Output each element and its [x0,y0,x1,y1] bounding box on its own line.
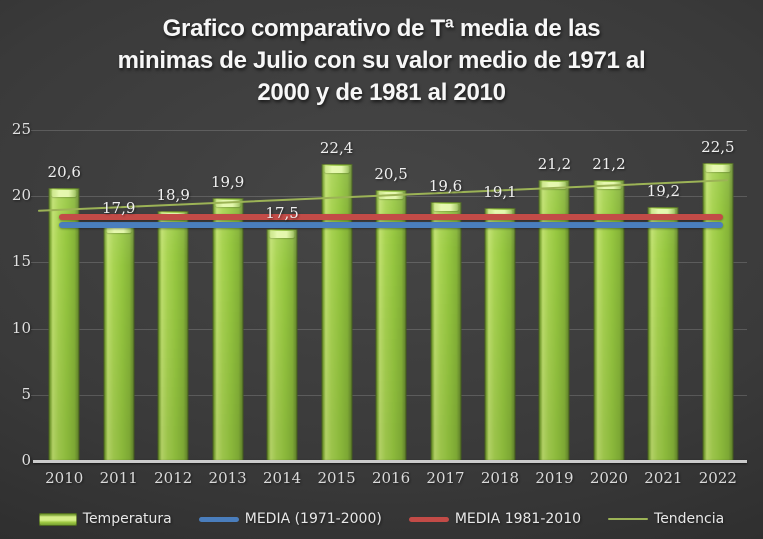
x-axis-tick-label: 2016 [371,469,411,487]
bar-value-label: 20,5 [374,164,408,183]
trend-line-layer [38,179,728,212]
x-axis-tick-label: 2013 [208,469,247,487]
bar-value-label: 19,2 [646,181,681,200]
chart-title: Grafico comparativo de Tª media de las m… [117,15,646,106]
bar-slot: 22,4 [309,130,363,461]
bar-swatch-icon [38,512,77,526]
tendencia-trend-line [38,179,728,212]
bar-value-label: 17,5 [265,204,299,223]
x-axis-tick-label: 2012 [154,469,193,487]
bar-slot: 18,9 [146,130,200,461]
bar-slot: 17,5 [255,130,309,461]
legend-item-temperatura: Temperatura [38,511,172,527]
legend-item-media-1981-2010: MEDIA 1981-2010 [408,511,582,527]
bar-2021 [647,206,679,461]
legend-label: MEDIA 1981-2010 [454,511,582,527]
y-axis-tick-label: 25 [11,120,31,138]
bar-value-label: 20,6 [47,163,81,182]
bar-2011 [103,224,135,461]
bar-slot: 19,2 [636,130,690,461]
bar-slot: 19,9 [200,130,254,461]
gridline [31,130,747,131]
legend-label: Tendencia [654,511,725,527]
bar-2012 [157,210,189,461]
y-axis-tick-label: 0 [21,451,31,469]
bar-slot: 17,9 [91,130,145,461]
legend-label: MEDIA (1971-2000) [244,511,382,527]
bar-value-label: 21,2 [537,155,572,174]
bar-value-label: 17,9 [102,199,136,218]
bar-2018 [484,208,516,461]
bar-value-label: 19,9 [210,172,245,191]
bar-value-label: 19,1 [483,183,517,202]
thick-line-swatch-icon [198,516,239,522]
bar-2015 [321,164,353,461]
y-axis-tick-label: 10 [11,318,31,337]
x-axis-tick-label: 2018 [480,469,520,487]
x-axis-tick-label: 2015 [317,469,356,487]
legend-item-tendencia: Tendencia [608,511,724,527]
media-1981-2010-line [59,214,723,221]
x-axis-line [33,460,747,463]
bar-value-label: 22,4 [319,139,354,158]
x-axis-tick-label: 2010 [45,469,84,487]
y-axis-tick-label: 5 [21,384,31,403]
x-axis-tick-label: 2021 [644,469,683,487]
x-axis-tick-label: 2020 [589,469,629,487]
x-axis-tick-label: 2019 [535,469,574,487]
bar-slot: 22,5 [691,130,745,461]
bar-value-label: 19,6 [428,176,463,195]
bar-2010 [48,188,80,461]
legend-label: Temperatura [82,511,172,527]
x-axis-tick-label: 2011 [99,469,138,487]
bar-2017 [430,201,462,461]
bar-2022 [702,163,734,461]
x-axis-labels: 2010 2011 2012 2013 2014 2015 2016 2017 2018 2019… [37,469,745,487]
thick-line-swatch-icon [408,516,449,522]
legend: Temperatura MEDIA (1971-2000) MEDIA 1981-2… [0,504,763,534]
bar-slot: 19,1 [473,130,527,461]
y-axis-tick-label: 15 [11,252,31,271]
x-axis-tick-label: 2014 [263,469,302,487]
thin-line-swatch-icon [608,518,649,520]
y-axis-tick-label: 20 [11,186,31,205]
bar-value-label: 22,5 [701,138,735,157]
plot-area: 20,6 17,9 18,9 19,9 17,5 22,4 20,5 19,6 19,1 21,2… [31,130,747,463]
bar-2014 [266,229,298,461]
bar-value-label: 18,9 [156,185,190,204]
legend-item-media-1971-2000-: MEDIA (1971-2000) [198,511,382,527]
bar-slot: 20,6 [37,130,91,461]
bar-value-label: 21,2 [592,155,626,174]
bar-2013 [212,197,244,461]
x-axis-tick-label: 2017 [426,469,465,487]
x-axis-tick-label: 2022 [698,469,737,487]
media-1971-2000--line [59,222,723,229]
bar-slot: 19,6 [418,130,472,461]
